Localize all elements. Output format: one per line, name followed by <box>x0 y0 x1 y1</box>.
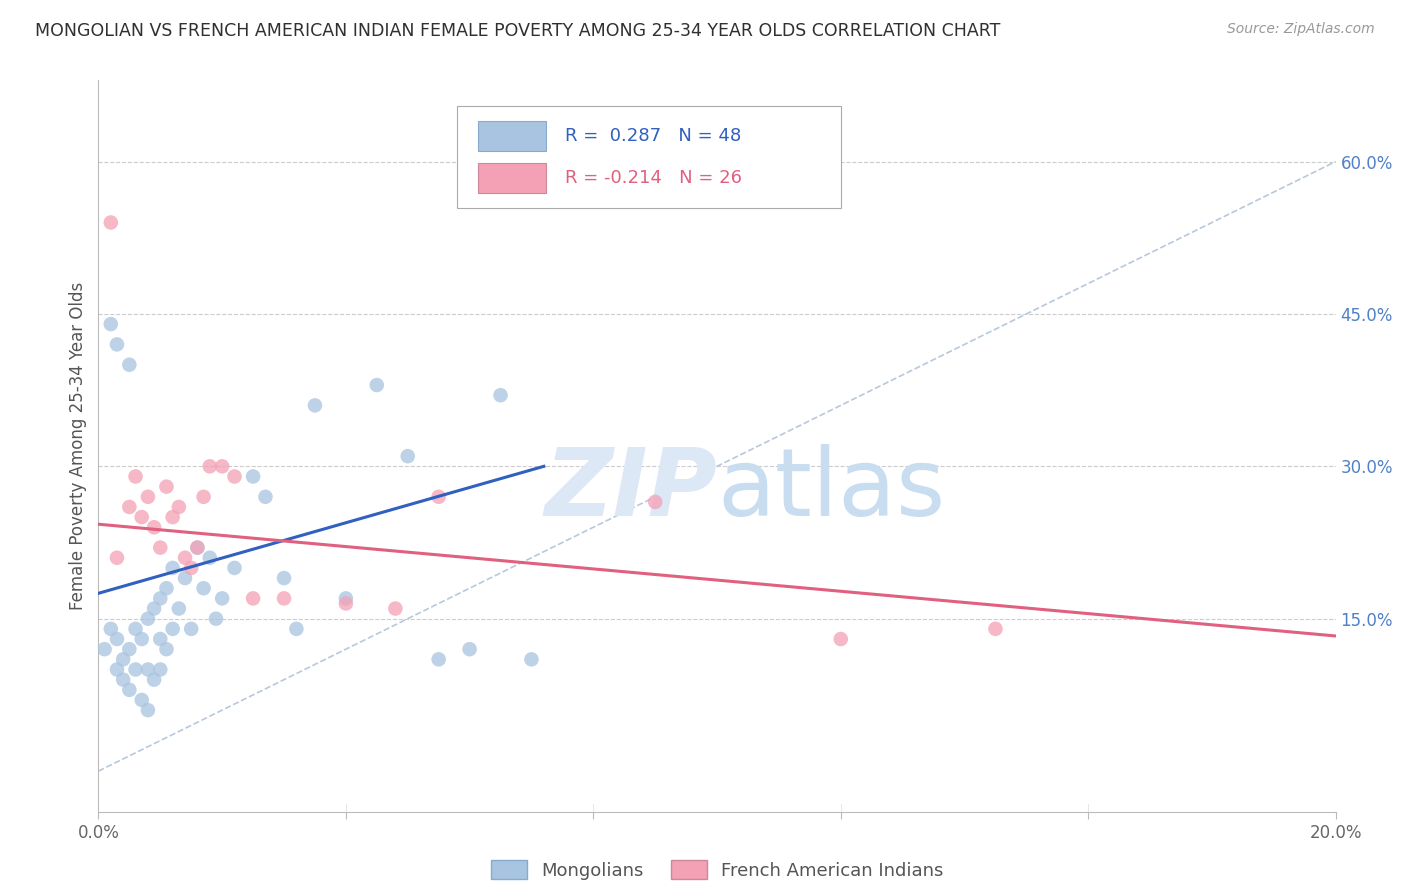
Point <box>93 642 115 657</box>
Point <box>155 642 177 657</box>
Point <box>644 495 666 509</box>
Point <box>520 652 543 666</box>
Point <box>242 591 264 606</box>
Point <box>136 663 159 677</box>
FancyBboxPatch shape <box>457 106 841 209</box>
Point <box>124 622 146 636</box>
Point <box>458 642 481 657</box>
Point <box>100 622 122 636</box>
Point <box>335 591 357 606</box>
Point <box>193 490 215 504</box>
Text: MONGOLIAN VS FRENCH AMERICAN INDIAN FEMALE POVERTY AMONG 25-34 YEAR OLDS CORRELA: MONGOLIAN VS FRENCH AMERICAN INDIAN FEMA… <box>35 22 1001 40</box>
Point <box>149 541 172 555</box>
Point <box>131 693 153 707</box>
Point <box>984 622 1007 636</box>
Point <box>143 673 166 687</box>
Point <box>143 520 166 534</box>
Point <box>167 500 190 514</box>
Point <box>224 561 246 575</box>
Point <box>105 337 128 351</box>
Point <box>105 663 128 677</box>
Point <box>124 663 146 677</box>
Point <box>136 612 159 626</box>
Point <box>118 500 141 514</box>
Y-axis label: Female Poverty Among 25-34 Year Olds: Female Poverty Among 25-34 Year Olds <box>69 282 87 610</box>
Text: ZIP: ZIP <box>544 444 717 536</box>
Point <box>162 510 184 524</box>
Point <box>174 571 197 585</box>
Text: R = -0.214   N = 26: R = -0.214 N = 26 <box>565 169 742 187</box>
Point <box>100 215 122 229</box>
Point <box>224 469 246 483</box>
Legend: Mongolians, French American Indians: Mongolians, French American Indians <box>484 853 950 887</box>
Point <box>155 581 177 595</box>
Point <box>205 612 228 626</box>
Point <box>167 601 190 615</box>
Point <box>335 597 357 611</box>
FancyBboxPatch shape <box>478 121 547 152</box>
Point <box>118 642 141 657</box>
Point <box>149 632 172 646</box>
Point <box>198 550 221 565</box>
Point <box>396 449 419 463</box>
Point <box>143 601 166 615</box>
Point <box>489 388 512 402</box>
Point <box>180 561 202 575</box>
Point <box>304 398 326 412</box>
Point <box>162 561 184 575</box>
Point <box>118 682 141 697</box>
Point <box>242 469 264 483</box>
Point <box>136 703 159 717</box>
Point <box>384 601 406 615</box>
Point <box>193 581 215 595</box>
Point <box>186 541 208 555</box>
Point <box>112 673 135 687</box>
Point <box>273 571 295 585</box>
Point <box>131 510 153 524</box>
Text: R =  0.287   N = 48: R = 0.287 N = 48 <box>565 128 741 145</box>
Point <box>131 632 153 646</box>
Point <box>136 490 159 504</box>
Point <box>100 317 122 331</box>
Point <box>118 358 141 372</box>
Point <box>149 591 172 606</box>
Point <box>105 632 128 646</box>
Point <box>366 378 388 392</box>
Point <box>830 632 852 646</box>
Point <box>149 663 172 677</box>
Point <box>427 490 450 504</box>
Text: atlas: atlas <box>717 444 945 536</box>
Point <box>273 591 295 606</box>
Point <box>198 459 221 474</box>
Point <box>186 541 208 555</box>
Point <box>124 469 146 483</box>
Point <box>254 490 277 504</box>
Text: Source: ZipAtlas.com: Source: ZipAtlas.com <box>1227 22 1375 37</box>
Point <box>427 652 450 666</box>
Point <box>211 591 233 606</box>
Point <box>155 480 177 494</box>
Point <box>174 550 197 565</box>
Point <box>112 652 135 666</box>
Point <box>162 622 184 636</box>
Point <box>211 459 233 474</box>
Point <box>180 622 202 636</box>
Point <box>285 622 308 636</box>
Point <box>105 550 128 565</box>
FancyBboxPatch shape <box>478 162 547 194</box>
